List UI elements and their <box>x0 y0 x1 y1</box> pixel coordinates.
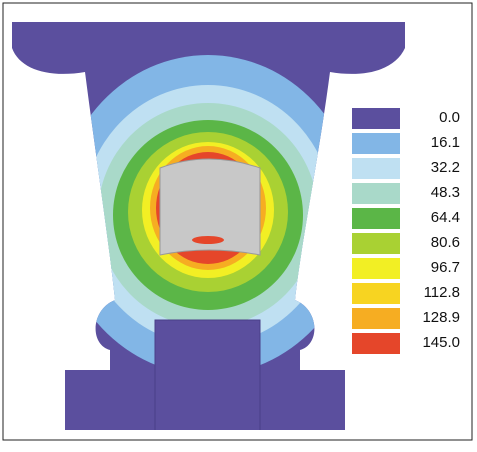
legend-label: 112.8 <box>424 284 460 301</box>
legend-label: 48.3 <box>431 184 460 201</box>
legend-swatch <box>352 258 400 279</box>
legend-label: 0.0 <box>439 109 460 126</box>
legend-swatch <box>352 333 400 354</box>
region <box>192 236 224 244</box>
legend-label: 80.6 <box>431 234 460 251</box>
legend-swatch <box>352 233 400 254</box>
shaft <box>155 320 260 440</box>
page: {"legend": {"items": [ {"label": "0.0", … <box>0 0 477 447</box>
legend-label: 32.2 <box>431 159 460 176</box>
legend-label: 64.4 <box>431 209 460 226</box>
legend-swatch <box>352 308 400 329</box>
legend-label: 96.7 <box>431 259 460 276</box>
legend-label: 145.0 <box>422 334 460 351</box>
legend-swatch <box>352 133 400 154</box>
legend-swatch <box>352 158 400 179</box>
legend-label: 16.1 <box>431 134 460 151</box>
figure: 0.0 16.1 32.2 48.3 64.4 80.6 96.7 112.8 128.9 145… <box>0 0 477 447</box>
legend-swatch <box>352 208 400 229</box>
legend-swatch <box>352 283 400 304</box>
legend-swatch <box>352 183 400 204</box>
legend-label: 128.9 <box>422 309 460 326</box>
legend-swatch <box>352 108 400 129</box>
